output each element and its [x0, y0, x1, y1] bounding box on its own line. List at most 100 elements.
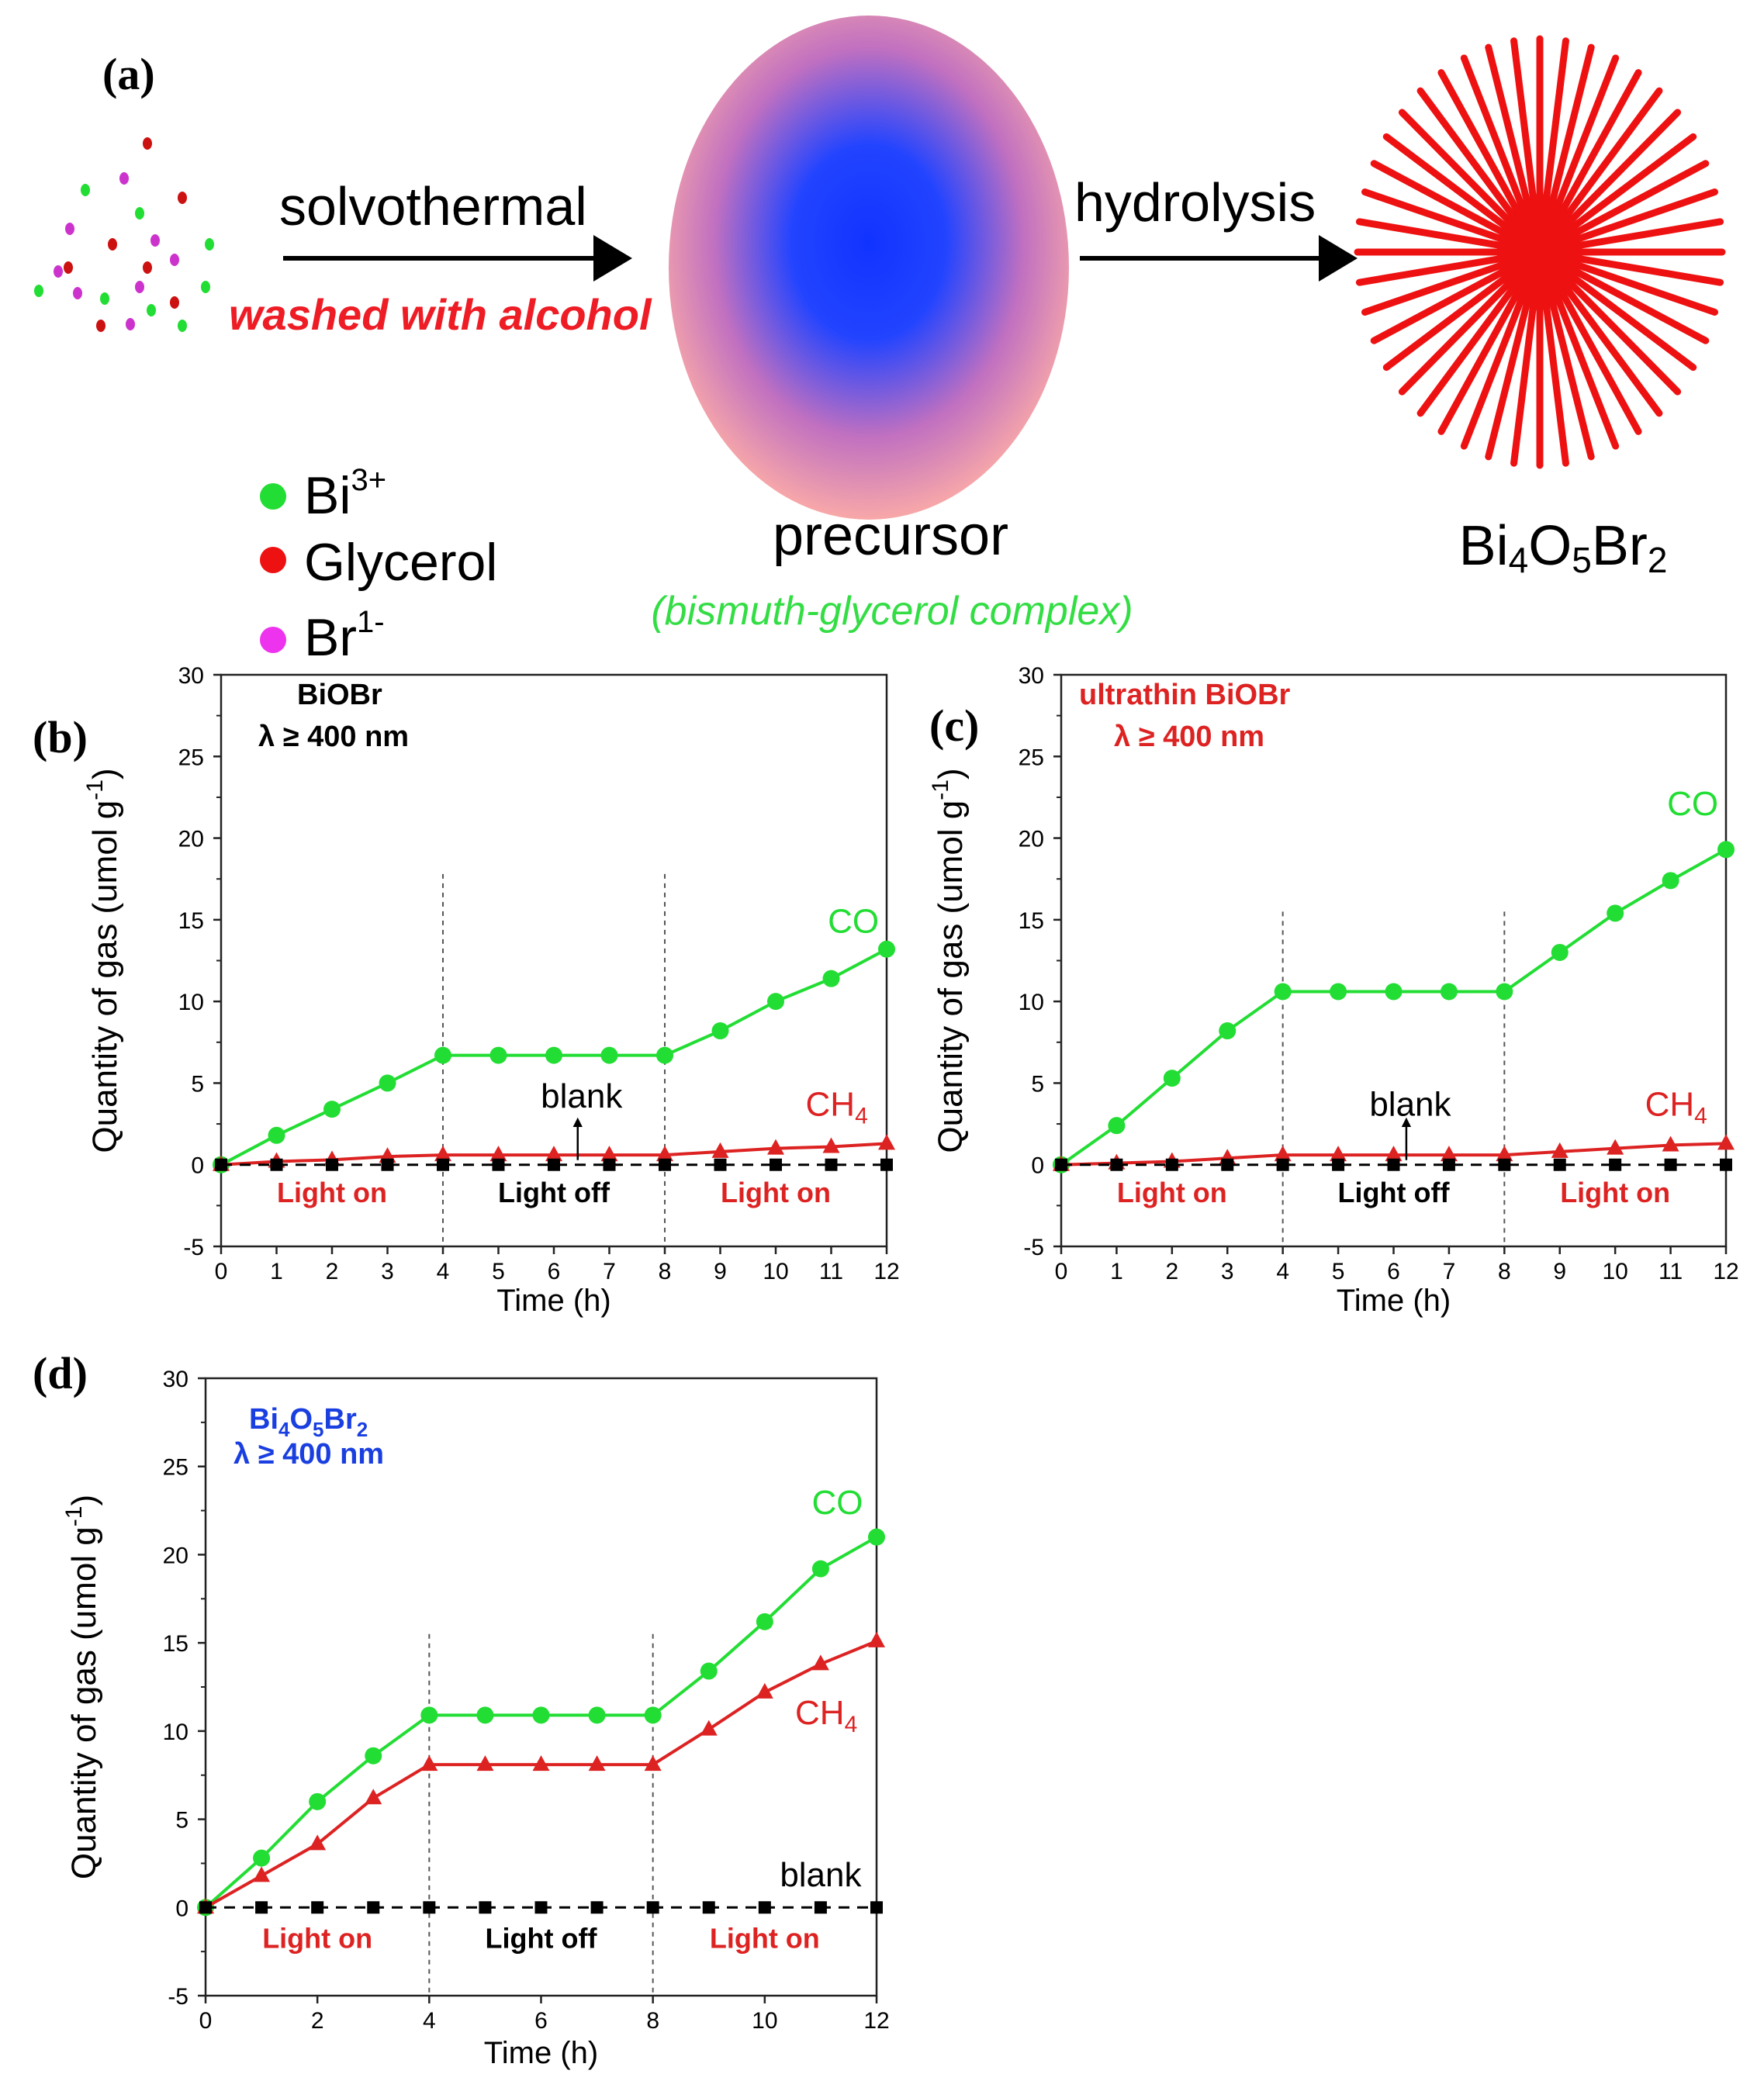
- x-tick-label: 7: [1443, 1259, 1456, 1284]
- star-ray: [1355, 248, 1544, 286]
- x-tick-label: 10: [1602, 1259, 1627, 1284]
- x-tick-label: 0: [1055, 1259, 1068, 1284]
- data-point-ch4: [1274, 1146, 1292, 1162]
- data-point-blank: [770, 1158, 782, 1171]
- y-tick-label: 5: [191, 1071, 204, 1097]
- step2-arrow-head: [1319, 235, 1358, 282]
- data-point-blank: [534, 1901, 548, 1914]
- data-point-blank: [367, 1901, 380, 1914]
- molecule-dot: [135, 281, 144, 293]
- y-tick-label: 25: [163, 1455, 189, 1481]
- data-point-ch4: [822, 1137, 840, 1153]
- series-label-blank: blank: [541, 1077, 623, 1115]
- legend-br-sup: 1-: [357, 605, 385, 639]
- x-tick-label: 6: [548, 1259, 561, 1284]
- x-tick-label: 6: [1387, 1259, 1400, 1284]
- x-tick-label: 4: [423, 2008, 436, 2034]
- x-tick-label: 6: [534, 2008, 548, 2034]
- molecule-dot: [65, 223, 74, 235]
- period-label: Light on: [721, 1177, 831, 1208]
- data-point-blank: [1442, 1158, 1455, 1171]
- data-point-co: [878, 940, 895, 958]
- x-tick-label: 8: [1498, 1259, 1511, 1284]
- x-tick-label: 2: [311, 2008, 324, 2034]
- x-tick-label: 12: [873, 1259, 899, 1284]
- data-point-blank: [255, 1901, 268, 1914]
- star-ray: [1361, 248, 1544, 316]
- data-point-co: [1330, 983, 1347, 1001]
- panel-label-b: (b): [33, 712, 88, 762]
- data-point-blank: [492, 1158, 505, 1171]
- data-point-co: [588, 1706, 606, 1724]
- series-label-ch4: CH4: [806, 1086, 868, 1129]
- star-ray: [1510, 248, 1544, 467]
- data-point-ch4: [600, 1146, 618, 1162]
- data-point-co: [1496, 983, 1513, 1001]
- product-label: Bi4O5Br2: [1459, 515, 1668, 580]
- data-point-co: [489, 1046, 507, 1064]
- x-tick-label: 9: [714, 1259, 727, 1284]
- molecule-scatter: [34, 137, 214, 332]
- step1-label: solvothermal: [279, 176, 587, 237]
- molecule-dot: [178, 192, 187, 204]
- data-point-co: [420, 1706, 438, 1724]
- y-axis-label-close: ): [65, 1495, 103, 1506]
- y-axis-label-base: Quantity of gas (umol g: [65, 1526, 103, 1879]
- data-point-co: [1551, 943, 1569, 961]
- y-axis-label-base: Quantity of gas (umol g: [932, 800, 970, 1153]
- star-ray: [1536, 87, 1663, 256]
- series-label-ch4-base: CH: [795, 1694, 845, 1732]
- data-point-blank: [870, 1901, 883, 1914]
- molecule-dot: [201, 281, 210, 293]
- data-point-co: [1108, 1117, 1126, 1135]
- star-core: [1510, 223, 1569, 282]
- chart-title: Bi4O5Br2: [249, 1403, 368, 1441]
- bi4o5br2-nanostructure: [1354, 35, 1726, 469]
- data-point-ch4: [700, 1720, 718, 1736]
- y-tick-label: 20: [163, 1543, 189, 1568]
- x-tick-label: 10: [752, 2008, 777, 2034]
- data-point-blank: [1720, 1158, 1732, 1171]
- molecule-dot: [205, 238, 214, 251]
- data-point-blank: [702, 1901, 715, 1914]
- molecule-dot: [147, 304, 156, 316]
- star-ray: [1382, 248, 1544, 372]
- period-label: Light on: [1117, 1177, 1227, 1208]
- data-point-co: [1163, 1070, 1181, 1087]
- data-point-ch4: [1330, 1146, 1347, 1162]
- molecule-dot: [170, 296, 179, 309]
- data-point-blank: [1387, 1158, 1400, 1171]
- data-point-blank: [381, 1158, 394, 1171]
- y-tick-label: 30: [163, 1367, 189, 1392]
- x-tick-label: 1: [1110, 1259, 1123, 1284]
- chart-subtitle: λ ≥ 400 nm: [258, 721, 409, 753]
- series-label-ch4-base: CH: [806, 1086, 856, 1124]
- x-tick-label: 11: [819, 1259, 843, 1284]
- chart-title-part: Bi: [249, 1403, 278, 1436]
- star-ray: [1536, 248, 1663, 417]
- data-point-co: [1607, 904, 1624, 922]
- data-point-ch4: [532, 1755, 550, 1772]
- data-point-ch4: [656, 1146, 673, 1162]
- data-point-ch4: [711, 1142, 729, 1158]
- molecule-dot: [135, 207, 144, 219]
- data-point-blank: [1553, 1158, 1566, 1171]
- data-point-co: [1440, 983, 1458, 1001]
- chart-title: BiOBr: [297, 679, 382, 711]
- data-point-ch4: [545, 1146, 562, 1162]
- star-ray: [1536, 248, 1697, 372]
- star-ray: [1416, 87, 1544, 256]
- data-point-blank: [758, 1901, 771, 1914]
- x-tick-label: 9: [1553, 1259, 1566, 1284]
- y-tick-label: 10: [163, 1720, 189, 1745]
- y-axis-label: Quantity of gas (umol g-1): [61, 1495, 103, 1879]
- star-ray: [1370, 248, 1544, 344]
- star-ray: [1536, 248, 1682, 396]
- product-part: O: [1528, 515, 1572, 577]
- data-point-ch4: [1440, 1146, 1458, 1162]
- star-ray: [1485, 43, 1544, 256]
- data-point-co: [532, 1706, 550, 1724]
- x-tick-label: 8: [646, 2008, 659, 2034]
- molecule-dot: [73, 287, 82, 299]
